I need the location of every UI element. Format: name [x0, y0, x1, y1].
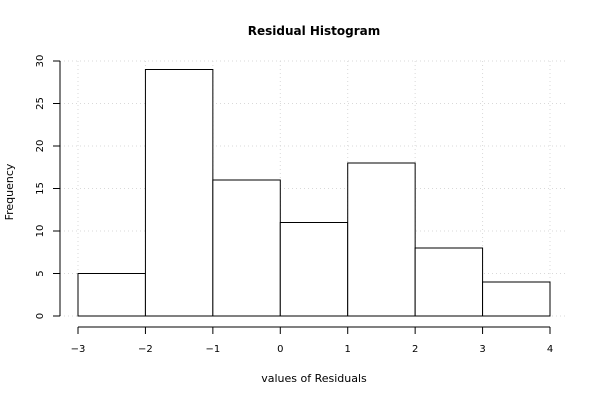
y-tick-label: 30: [35, 55, 46, 68]
x-tick-label: −1: [205, 344, 220, 355]
histogram-bar: [144, 69, 214, 317]
histogram-bar: [77, 273, 146, 317]
x-tick-label: 3: [479, 344, 485, 355]
x-axis-label: values of Residuals: [261, 372, 367, 385]
histogram-bar: [347, 162, 416, 317]
x-tick-label: 1: [345, 344, 351, 355]
y-tick-label: 10: [35, 225, 46, 238]
y-tick-label: 0: [35, 313, 46, 319]
histogram-bar: [482, 281, 551, 317]
x-tick-label: −2: [138, 344, 153, 355]
chart-title: Residual Histogram: [248, 24, 381, 38]
y-tick-label: 20: [35, 140, 46, 153]
bars: [77, 69, 551, 317]
x-tick-label: −3: [71, 344, 86, 355]
y-tick-label: 25: [35, 97, 46, 110]
x-tick-label: 2: [412, 344, 418, 355]
y-tick-label: 15: [35, 182, 46, 195]
histogram-bar: [279, 222, 349, 317]
y-axis-label: Frequency: [3, 163, 16, 220]
y-axis: 0 5 10 15 20 25 30: [35, 55, 61, 319]
histogram-bar: [414, 247, 484, 317]
histogram-bar: [212, 179, 281, 317]
x-tick-label: 4: [547, 344, 553, 355]
x-tick-label: 0: [277, 344, 283, 355]
y-tick-label: 5: [35, 270, 46, 276]
x-axis: −3 −2 −1 0 1 2 3 4: [71, 326, 553, 355]
